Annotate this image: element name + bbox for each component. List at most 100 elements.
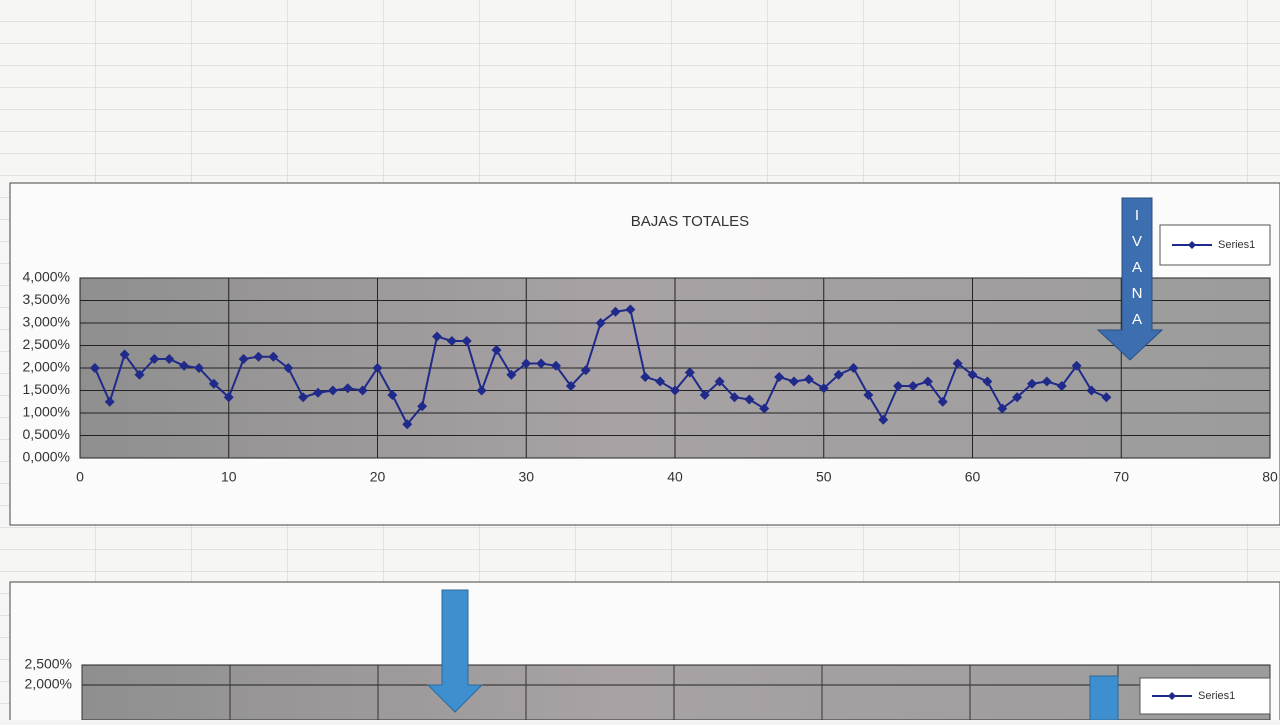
y-tick-label: 3,000% — [23, 314, 70, 330]
data-point — [759, 403, 770, 414]
y-tick-label: 0,500% — [23, 426, 70, 442]
annotation-letter: I — [1135, 207, 1139, 224]
data-point — [521, 358, 532, 369]
x-tick-label: 80 — [1262, 469, 1278, 485]
data-point — [744, 394, 755, 405]
data-point — [1012, 392, 1023, 403]
annotation-bar — [1089, 675, 1119, 721]
x-tick-label: 70 — [1113, 469, 1129, 485]
data-point — [149, 354, 160, 364]
annotation-arrow — [426, 589, 484, 713]
data-point — [283, 363, 294, 373]
data-point — [491, 345, 502, 355]
annotation-letter: A — [1132, 259, 1142, 276]
x-tick-label: 10 — [221, 469, 237, 485]
data-point — [268, 351, 279, 362]
data-point — [1056, 381, 1067, 391]
annotation-letter: A — [1132, 311, 1142, 328]
data-point — [655, 376, 666, 387]
data-point — [818, 383, 829, 394]
data-point — [967, 369, 978, 380]
y-tick-label: 1,000% — [23, 404, 70, 420]
data-point — [595, 318, 606, 328]
y-tick-label: 1,500% — [23, 381, 70, 397]
data-point — [298, 392, 309, 403]
data-point — [134, 369, 145, 380]
legend-label: Series1 — [1218, 239, 1255, 251]
data-point — [714, 376, 725, 387]
annotation-letter: V — [1132, 233, 1142, 250]
data-point — [997, 403, 1008, 414]
data-point — [922, 376, 933, 387]
data-point — [580, 365, 591, 376]
annotation-letter: N — [1132, 285, 1143, 302]
data-point — [1041, 376, 1052, 387]
data-point — [803, 374, 814, 385]
data-point — [476, 385, 487, 396]
data-point — [774, 372, 785, 382]
data-point — [833, 369, 844, 380]
data-point — [327, 385, 338, 396]
data-point — [372, 363, 383, 373]
data-point — [610, 306, 621, 317]
legend-box — [1139, 677, 1271, 715]
data-point — [179, 360, 190, 371]
legend-label: Series1 — [1198, 690, 1235, 702]
data-point — [625, 304, 636, 315]
data-point — [878, 414, 889, 425]
y-tick-label: 0,000% — [23, 449, 70, 465]
data-point — [848, 363, 859, 373]
data-point — [446, 336, 457, 346]
data-point — [684, 367, 695, 378]
data-point — [670, 385, 680, 396]
data-point — [238, 354, 249, 364]
y-tick-label: 2,000% — [23, 359, 70, 375]
y-tick-label: 2,500% — [23, 336, 70, 352]
data-point — [223, 392, 234, 403]
data-point — [1086, 385, 1097, 396]
data-point — [432, 331, 442, 342]
legend-marker — [1168, 692, 1176, 700]
data-point — [506, 369, 517, 380]
annotation-arrow — [1096, 197, 1164, 361]
data-point — [565, 381, 576, 391]
data-point — [104, 396, 115, 407]
x-tick-label: 50 — [816, 469, 832, 485]
data-point — [1027, 378, 1037, 389]
data-point — [194, 363, 204, 373]
data-point — [937, 396, 948, 407]
data-point — [387, 390, 398, 400]
x-tick-label: 30 — [518, 469, 534, 485]
data-point — [253, 351, 264, 362]
data-point — [699, 390, 710, 400]
x-tick-label: 20 — [370, 469, 386, 485]
data-point — [461, 336, 472, 346]
data-point — [357, 385, 368, 396]
data-point — [1071, 360, 1082, 371]
data-point — [952, 358, 963, 369]
x-tick-label: 60 — [965, 469, 981, 485]
data-point — [789, 376, 799, 387]
data-point — [417, 401, 428, 412]
data-point — [164, 354, 175, 364]
data-point — [551, 360, 561, 371]
data-point — [402, 419, 413, 430]
data-point — [119, 349, 130, 360]
data-point — [729, 392, 740, 403]
y-tick-label: 2,000% — [25, 676, 72, 692]
y-tick-label: 2,500% — [25, 656, 72, 672]
data-point — [342, 383, 353, 394]
y-tick-label: 4,000% — [23, 269, 70, 285]
y-tick-label: 3,500% — [23, 291, 70, 307]
data-point — [313, 387, 323, 398]
data-point — [863, 390, 874, 400]
chart-title: BAJAS TOTALES — [631, 213, 749, 230]
data-point — [893, 381, 904, 391]
data-point — [908, 381, 918, 391]
data-point — [982, 376, 993, 387]
x-tick-label: 0 — [76, 469, 84, 485]
data-point — [536, 358, 547, 369]
x-tick-label: 40 — [667, 469, 683, 485]
